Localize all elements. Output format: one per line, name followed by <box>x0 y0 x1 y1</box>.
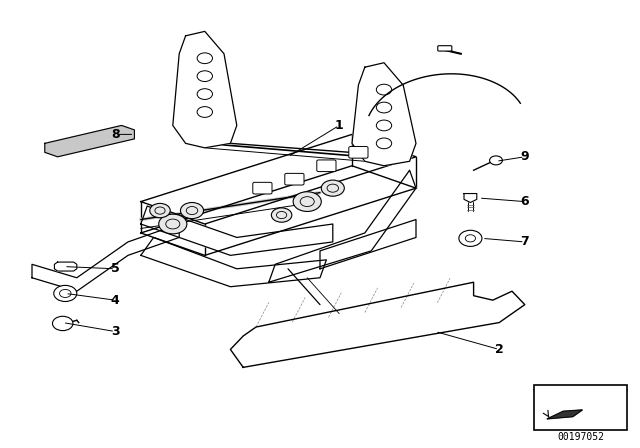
Circle shape <box>150 203 170 218</box>
Polygon shape <box>141 206 333 255</box>
Polygon shape <box>54 262 77 271</box>
Circle shape <box>321 180 344 196</box>
Text: 4: 4 <box>111 293 120 307</box>
Bar <box>534 385 627 430</box>
FancyBboxPatch shape <box>253 182 272 194</box>
FancyBboxPatch shape <box>285 173 304 185</box>
Text: 1: 1 <box>335 119 344 132</box>
Polygon shape <box>352 63 416 166</box>
Text: 8: 8 <box>111 128 120 141</box>
Text: 00197052: 00197052 <box>557 432 605 442</box>
Circle shape <box>180 202 204 219</box>
FancyBboxPatch shape <box>438 46 452 51</box>
Polygon shape <box>230 282 525 367</box>
Polygon shape <box>141 166 416 255</box>
Circle shape <box>459 230 482 246</box>
Polygon shape <box>173 31 237 148</box>
Polygon shape <box>464 194 477 202</box>
Circle shape <box>54 285 77 302</box>
Circle shape <box>271 208 292 222</box>
Text: 3: 3 <box>111 325 120 338</box>
Polygon shape <box>547 410 582 419</box>
Text: 7: 7 <box>520 235 529 249</box>
FancyBboxPatch shape <box>317 160 336 172</box>
Text: 2: 2 <box>495 343 504 356</box>
FancyBboxPatch shape <box>349 146 368 158</box>
Circle shape <box>52 316 73 331</box>
Text: 9: 9 <box>520 150 529 164</box>
Polygon shape <box>320 220 416 269</box>
Polygon shape <box>45 125 134 157</box>
Text: 6: 6 <box>520 195 529 208</box>
Circle shape <box>293 192 321 211</box>
Polygon shape <box>141 134 416 224</box>
Circle shape <box>159 214 187 234</box>
Circle shape <box>490 156 502 165</box>
Polygon shape <box>269 170 416 282</box>
Polygon shape <box>141 237 326 287</box>
Text: 5: 5 <box>111 262 120 276</box>
Polygon shape <box>32 224 179 291</box>
